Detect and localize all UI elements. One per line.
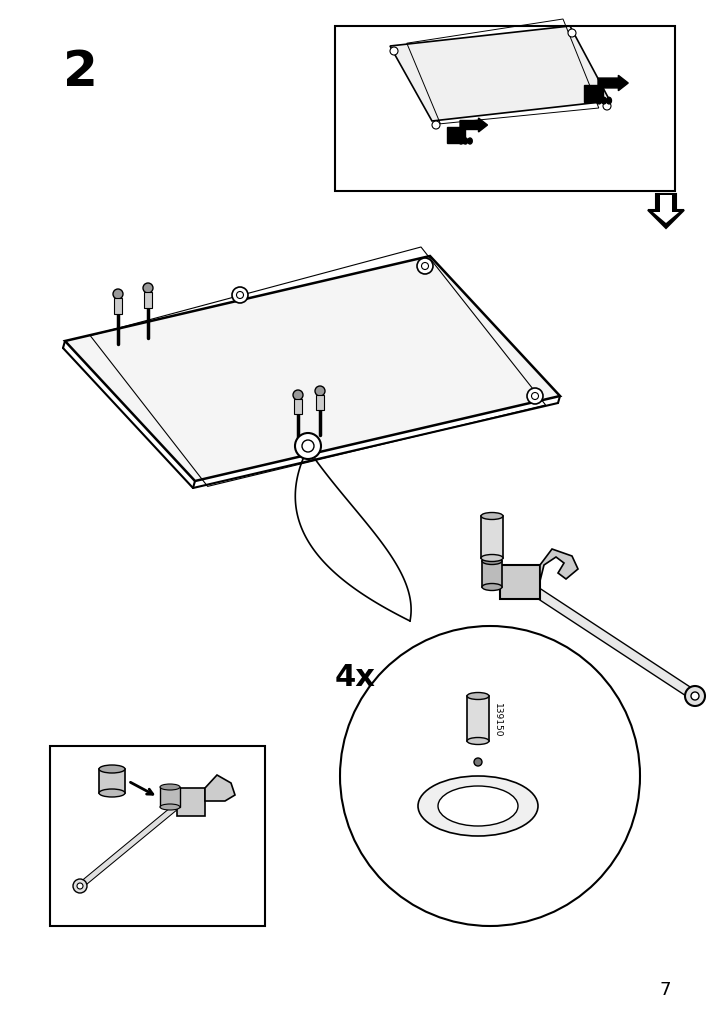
Circle shape [302, 441, 314, 453]
Circle shape [390, 48, 398, 56]
Bar [177, 789, 205, 816]
Bar [448, 127, 465, 144]
FancyArrow shape [598, 76, 628, 92]
Bar [50, 746, 265, 926]
Circle shape [113, 290, 123, 299]
Circle shape [568, 30, 576, 38]
Circle shape [417, 259, 433, 275]
Bar [144, 293, 152, 308]
Text: 139150: 139150 [493, 702, 502, 737]
Ellipse shape [418, 776, 538, 836]
Bar [500, 565, 540, 600]
Ellipse shape [467, 693, 489, 700]
Ellipse shape [602, 98, 606, 105]
Polygon shape [653, 196, 679, 223]
Circle shape [295, 434, 321, 460]
Bar [294, 399, 302, 415]
Ellipse shape [482, 584, 502, 590]
Bar [335, 27, 675, 192]
Polygon shape [65, 257, 560, 481]
Ellipse shape [597, 98, 602, 105]
Ellipse shape [160, 804, 180, 810]
Ellipse shape [438, 787, 518, 826]
Ellipse shape [481, 513, 503, 520]
Bar [482, 561, 502, 587]
Ellipse shape [606, 98, 611, 105]
Circle shape [73, 880, 87, 893]
Circle shape [293, 390, 303, 400]
Text: 4x: 4x [335, 662, 376, 691]
Bar [160, 788, 180, 807]
Ellipse shape [99, 765, 125, 773]
Bar [467, 697, 489, 741]
Polygon shape [540, 549, 578, 581]
Bar [99, 769, 125, 794]
Ellipse shape [482, 558, 502, 565]
Ellipse shape [160, 785, 180, 791]
Ellipse shape [463, 139, 468, 145]
Circle shape [315, 386, 325, 396]
Ellipse shape [99, 790, 125, 798]
Ellipse shape [467, 738, 489, 745]
Bar [114, 298, 122, 314]
Circle shape [527, 388, 543, 404]
Circle shape [685, 686, 705, 707]
Polygon shape [648, 195, 684, 228]
Text: 7: 7 [659, 980, 670, 998]
FancyArrow shape [460, 119, 488, 132]
Ellipse shape [481, 555, 503, 562]
Circle shape [232, 288, 248, 303]
Ellipse shape [459, 139, 463, 145]
Bar [316, 395, 324, 410]
Bar [481, 517, 503, 558]
Ellipse shape [468, 139, 472, 145]
Circle shape [474, 758, 482, 766]
Circle shape [432, 122, 440, 129]
Polygon shape [205, 775, 235, 801]
Polygon shape [390, 27, 610, 122]
Circle shape [340, 627, 640, 926]
Bar [584, 86, 603, 103]
Circle shape [143, 284, 153, 294]
Circle shape [77, 884, 83, 889]
Circle shape [603, 103, 611, 111]
Circle shape [691, 693, 699, 701]
Text: 2: 2 [63, 48, 97, 96]
